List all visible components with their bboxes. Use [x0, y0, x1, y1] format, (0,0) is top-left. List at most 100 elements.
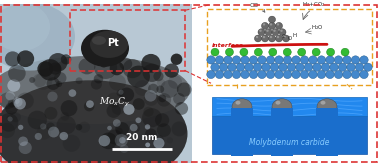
Circle shape	[158, 95, 166, 102]
Circle shape	[37, 61, 53, 77]
Circle shape	[94, 57, 117, 79]
Circle shape	[116, 89, 124, 97]
Circle shape	[283, 48, 291, 56]
Circle shape	[360, 56, 368, 64]
Circle shape	[277, 36, 279, 38]
Circle shape	[275, 70, 283, 79]
Text: Molybdenum carbide: Molybdenum carbide	[249, 138, 330, 147]
Circle shape	[313, 63, 321, 71]
Ellipse shape	[232, 106, 252, 111]
Circle shape	[236, 63, 245, 71]
Circle shape	[309, 56, 317, 64]
Circle shape	[18, 125, 23, 130]
Circle shape	[228, 63, 236, 71]
Circle shape	[211, 48, 219, 56]
Circle shape	[56, 81, 62, 87]
Circle shape	[145, 124, 150, 130]
Circle shape	[46, 122, 55, 131]
Circle shape	[249, 56, 258, 64]
Circle shape	[292, 70, 300, 79]
Ellipse shape	[276, 101, 280, 105]
Circle shape	[135, 80, 151, 96]
Circle shape	[282, 35, 290, 42]
Circle shape	[131, 124, 140, 132]
Ellipse shape	[92, 36, 106, 45]
Circle shape	[284, 36, 286, 38]
Circle shape	[116, 128, 123, 134]
Bar	[271, 108, 293, 156]
Circle shape	[270, 36, 272, 38]
Circle shape	[283, 70, 292, 79]
Ellipse shape	[272, 106, 292, 111]
Circle shape	[262, 22, 268, 29]
Circle shape	[112, 102, 125, 115]
Circle shape	[155, 113, 169, 127]
Ellipse shape	[0, 2, 50, 51]
Circle shape	[351, 56, 360, 64]
Circle shape	[268, 22, 276, 29]
Bar	[212, 116, 367, 154]
Circle shape	[107, 104, 121, 118]
Circle shape	[175, 102, 188, 115]
Circle shape	[100, 133, 117, 149]
Circle shape	[18, 136, 28, 146]
Ellipse shape	[272, 99, 292, 114]
Circle shape	[304, 63, 313, 71]
Circle shape	[266, 30, 269, 32]
Circle shape	[57, 116, 76, 134]
Text: H$_2$O: H$_2$O	[311, 23, 323, 32]
Circle shape	[33, 74, 46, 87]
Circle shape	[79, 122, 90, 133]
Circle shape	[120, 144, 129, 153]
Circle shape	[60, 100, 77, 116]
Circle shape	[76, 124, 82, 130]
Circle shape	[118, 90, 124, 95]
Circle shape	[86, 100, 94, 108]
Circle shape	[79, 58, 95, 74]
Circle shape	[326, 70, 334, 79]
Circle shape	[338, 63, 347, 71]
Circle shape	[14, 99, 20, 104]
Circle shape	[144, 92, 158, 106]
Ellipse shape	[81, 30, 129, 67]
Ellipse shape	[232, 99, 252, 114]
Circle shape	[262, 35, 268, 42]
Circle shape	[225, 48, 234, 56]
Circle shape	[321, 63, 330, 71]
Circle shape	[36, 126, 51, 140]
Text: H$_2$+CO$_2$: H$_2$+CO$_2$	[302, 0, 326, 9]
Circle shape	[99, 135, 110, 146]
Circle shape	[258, 70, 266, 79]
FancyBboxPatch shape	[207, 87, 372, 158]
Circle shape	[145, 142, 150, 147]
Ellipse shape	[90, 31, 128, 58]
Circle shape	[39, 59, 61, 81]
Circle shape	[269, 48, 277, 56]
Circle shape	[143, 107, 153, 117]
Circle shape	[0, 113, 19, 132]
Circle shape	[47, 92, 57, 102]
Circle shape	[5, 102, 18, 115]
Circle shape	[0, 123, 15, 138]
Circle shape	[48, 127, 59, 137]
Circle shape	[54, 72, 67, 84]
Circle shape	[119, 58, 132, 70]
Text: H: H	[293, 33, 297, 37]
Circle shape	[355, 63, 364, 71]
Circle shape	[5, 51, 20, 67]
Circle shape	[99, 59, 108, 67]
Circle shape	[156, 85, 164, 93]
Circle shape	[287, 63, 296, 71]
Circle shape	[215, 70, 224, 79]
Circle shape	[312, 48, 320, 56]
Circle shape	[145, 90, 156, 102]
Circle shape	[240, 48, 248, 56]
Circle shape	[266, 70, 275, 79]
Circle shape	[279, 63, 287, 71]
Circle shape	[123, 104, 135, 115]
Circle shape	[135, 118, 141, 123]
FancyBboxPatch shape	[207, 9, 372, 85]
Circle shape	[17, 50, 34, 67]
Circle shape	[48, 53, 68, 72]
Circle shape	[266, 56, 275, 64]
